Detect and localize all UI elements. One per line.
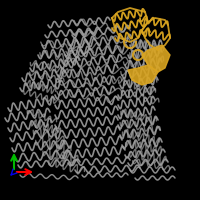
Polygon shape bbox=[128, 65, 158, 85]
Polygon shape bbox=[142, 45, 170, 72]
